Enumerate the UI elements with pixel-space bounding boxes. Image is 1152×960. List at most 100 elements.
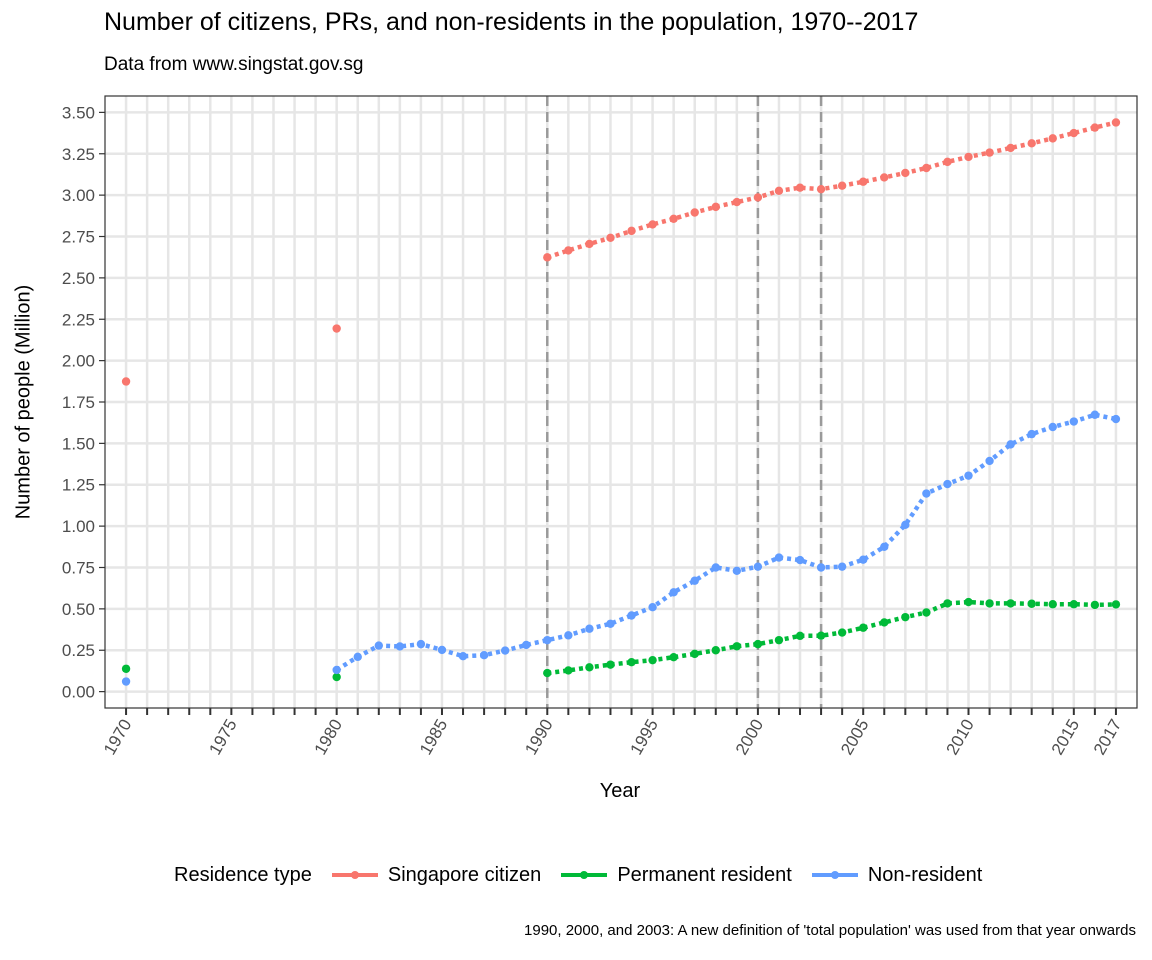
legend-label-permanent-resident: Permanent resident <box>617 863 792 886</box>
data-point <box>1006 440 1015 449</box>
data-point <box>669 214 678 223</box>
data-point <box>943 599 952 608</box>
data-point <box>753 562 763 571</box>
x-tick-label: 1985 <box>416 716 451 758</box>
data-point <box>690 649 699 659</box>
data-point <box>1111 118 1121 127</box>
data-point <box>922 489 931 498</box>
data-point <box>985 456 994 466</box>
data-point <box>753 193 763 202</box>
data-point <box>964 152 973 162</box>
legend-item-citizen: Singapore citizen <box>330 864 541 887</box>
data-point <box>880 542 889 552</box>
data-point <box>964 597 973 607</box>
data-point <box>1069 128 1079 138</box>
y-tick-label: 0.50 <box>62 600 95 619</box>
chart-subtitle: Data from www.singstat.gov.sg <box>104 54 364 75</box>
data-point <box>458 652 468 661</box>
data-point <box>374 641 383 650</box>
data-point <box>859 623 868 632</box>
data-point <box>880 173 889 182</box>
data-point <box>774 635 784 645</box>
y-tick-label: 1.50 <box>62 434 95 453</box>
data-point <box>711 646 720 655</box>
x-tick-label: 2010 <box>942 716 977 758</box>
data-point <box>627 657 636 667</box>
data-point <box>479 651 489 660</box>
data-point <box>627 611 636 620</box>
data-point <box>964 471 973 480</box>
x-tick-label: 1970 <box>100 716 135 758</box>
data-point <box>543 253 552 262</box>
data-point <box>585 239 594 249</box>
data-point <box>774 186 784 196</box>
data-point <box>1069 600 1079 609</box>
y-tick-label: 3.50 <box>62 103 95 122</box>
y-tick-label: 3.25 <box>62 145 95 164</box>
legend: Residence type Singapore citizen Permane… <box>174 860 1000 890</box>
data-point <box>564 666 573 675</box>
data-point <box>880 618 889 627</box>
data-point <box>543 635 552 645</box>
data-point <box>753 639 763 649</box>
data-point <box>901 612 910 622</box>
data-point <box>1111 600 1121 609</box>
data-point <box>711 202 720 212</box>
legend-key-non-resident <box>811 871 858 879</box>
data-point <box>711 563 720 572</box>
y-tick-label: 2.75 <box>62 228 95 247</box>
y-tick-label: 1.25 <box>62 476 95 495</box>
x-tick-label: 1990 <box>521 716 556 758</box>
data-point <box>795 183 805 192</box>
y-tick-label: 3.00 <box>62 186 95 205</box>
data-point <box>585 663 594 672</box>
data-point <box>816 631 826 640</box>
data-point <box>795 555 805 565</box>
chart-caption: 1990, 2000, and 2003: A new definition o… <box>524 922 1136 939</box>
data-point <box>922 608 931 617</box>
y-tick-label: 2.00 <box>62 352 95 371</box>
data-point <box>732 566 742 576</box>
data-point <box>1048 422 1057 432</box>
y-tick-label: 0.25 <box>62 641 95 660</box>
data-point <box>121 677 131 686</box>
data-point <box>859 555 868 564</box>
data-point <box>837 562 847 571</box>
legend-key-citizen <box>331 871 378 879</box>
data-point <box>732 642 742 651</box>
data-point <box>648 603 657 612</box>
data-point <box>901 168 910 178</box>
x-tick-label: 2015 <box>1048 716 1083 758</box>
data-point <box>922 163 931 173</box>
data-point <box>627 226 636 236</box>
data-point <box>669 652 678 662</box>
data-point <box>1006 599 1015 608</box>
data-point <box>543 668 552 678</box>
data-point <box>795 631 805 641</box>
x-tick-label: 2005 <box>837 716 872 758</box>
data-point <box>816 563 826 572</box>
data-point <box>837 181 847 190</box>
y-tick-label: 1.00 <box>62 517 95 536</box>
y-tick-label: 1.75 <box>62 393 95 412</box>
data-point <box>985 148 994 157</box>
data-point <box>1090 410 1100 419</box>
data-point <box>1111 414 1121 424</box>
series-line <box>547 599 1116 676</box>
series-line <box>546 120 1117 260</box>
data-point <box>332 665 341 675</box>
data-point <box>816 184 826 194</box>
data-point <box>1027 429 1036 439</box>
x-axis-label: Year <box>599 780 641 802</box>
data-point <box>606 233 615 243</box>
data-point <box>859 177 868 186</box>
legend-key-permanent-resident <box>561 871 608 879</box>
data-point <box>943 157 952 167</box>
chart-title: Number of citizens, PRs, and non-residen… <box>104 8 919 36</box>
y-tick-label: 0.00 <box>62 683 95 702</box>
legend-label-citizen: Singapore citizen <box>387 863 542 886</box>
data-point <box>690 576 699 585</box>
data-point <box>732 197 742 207</box>
data-point <box>943 479 952 489</box>
